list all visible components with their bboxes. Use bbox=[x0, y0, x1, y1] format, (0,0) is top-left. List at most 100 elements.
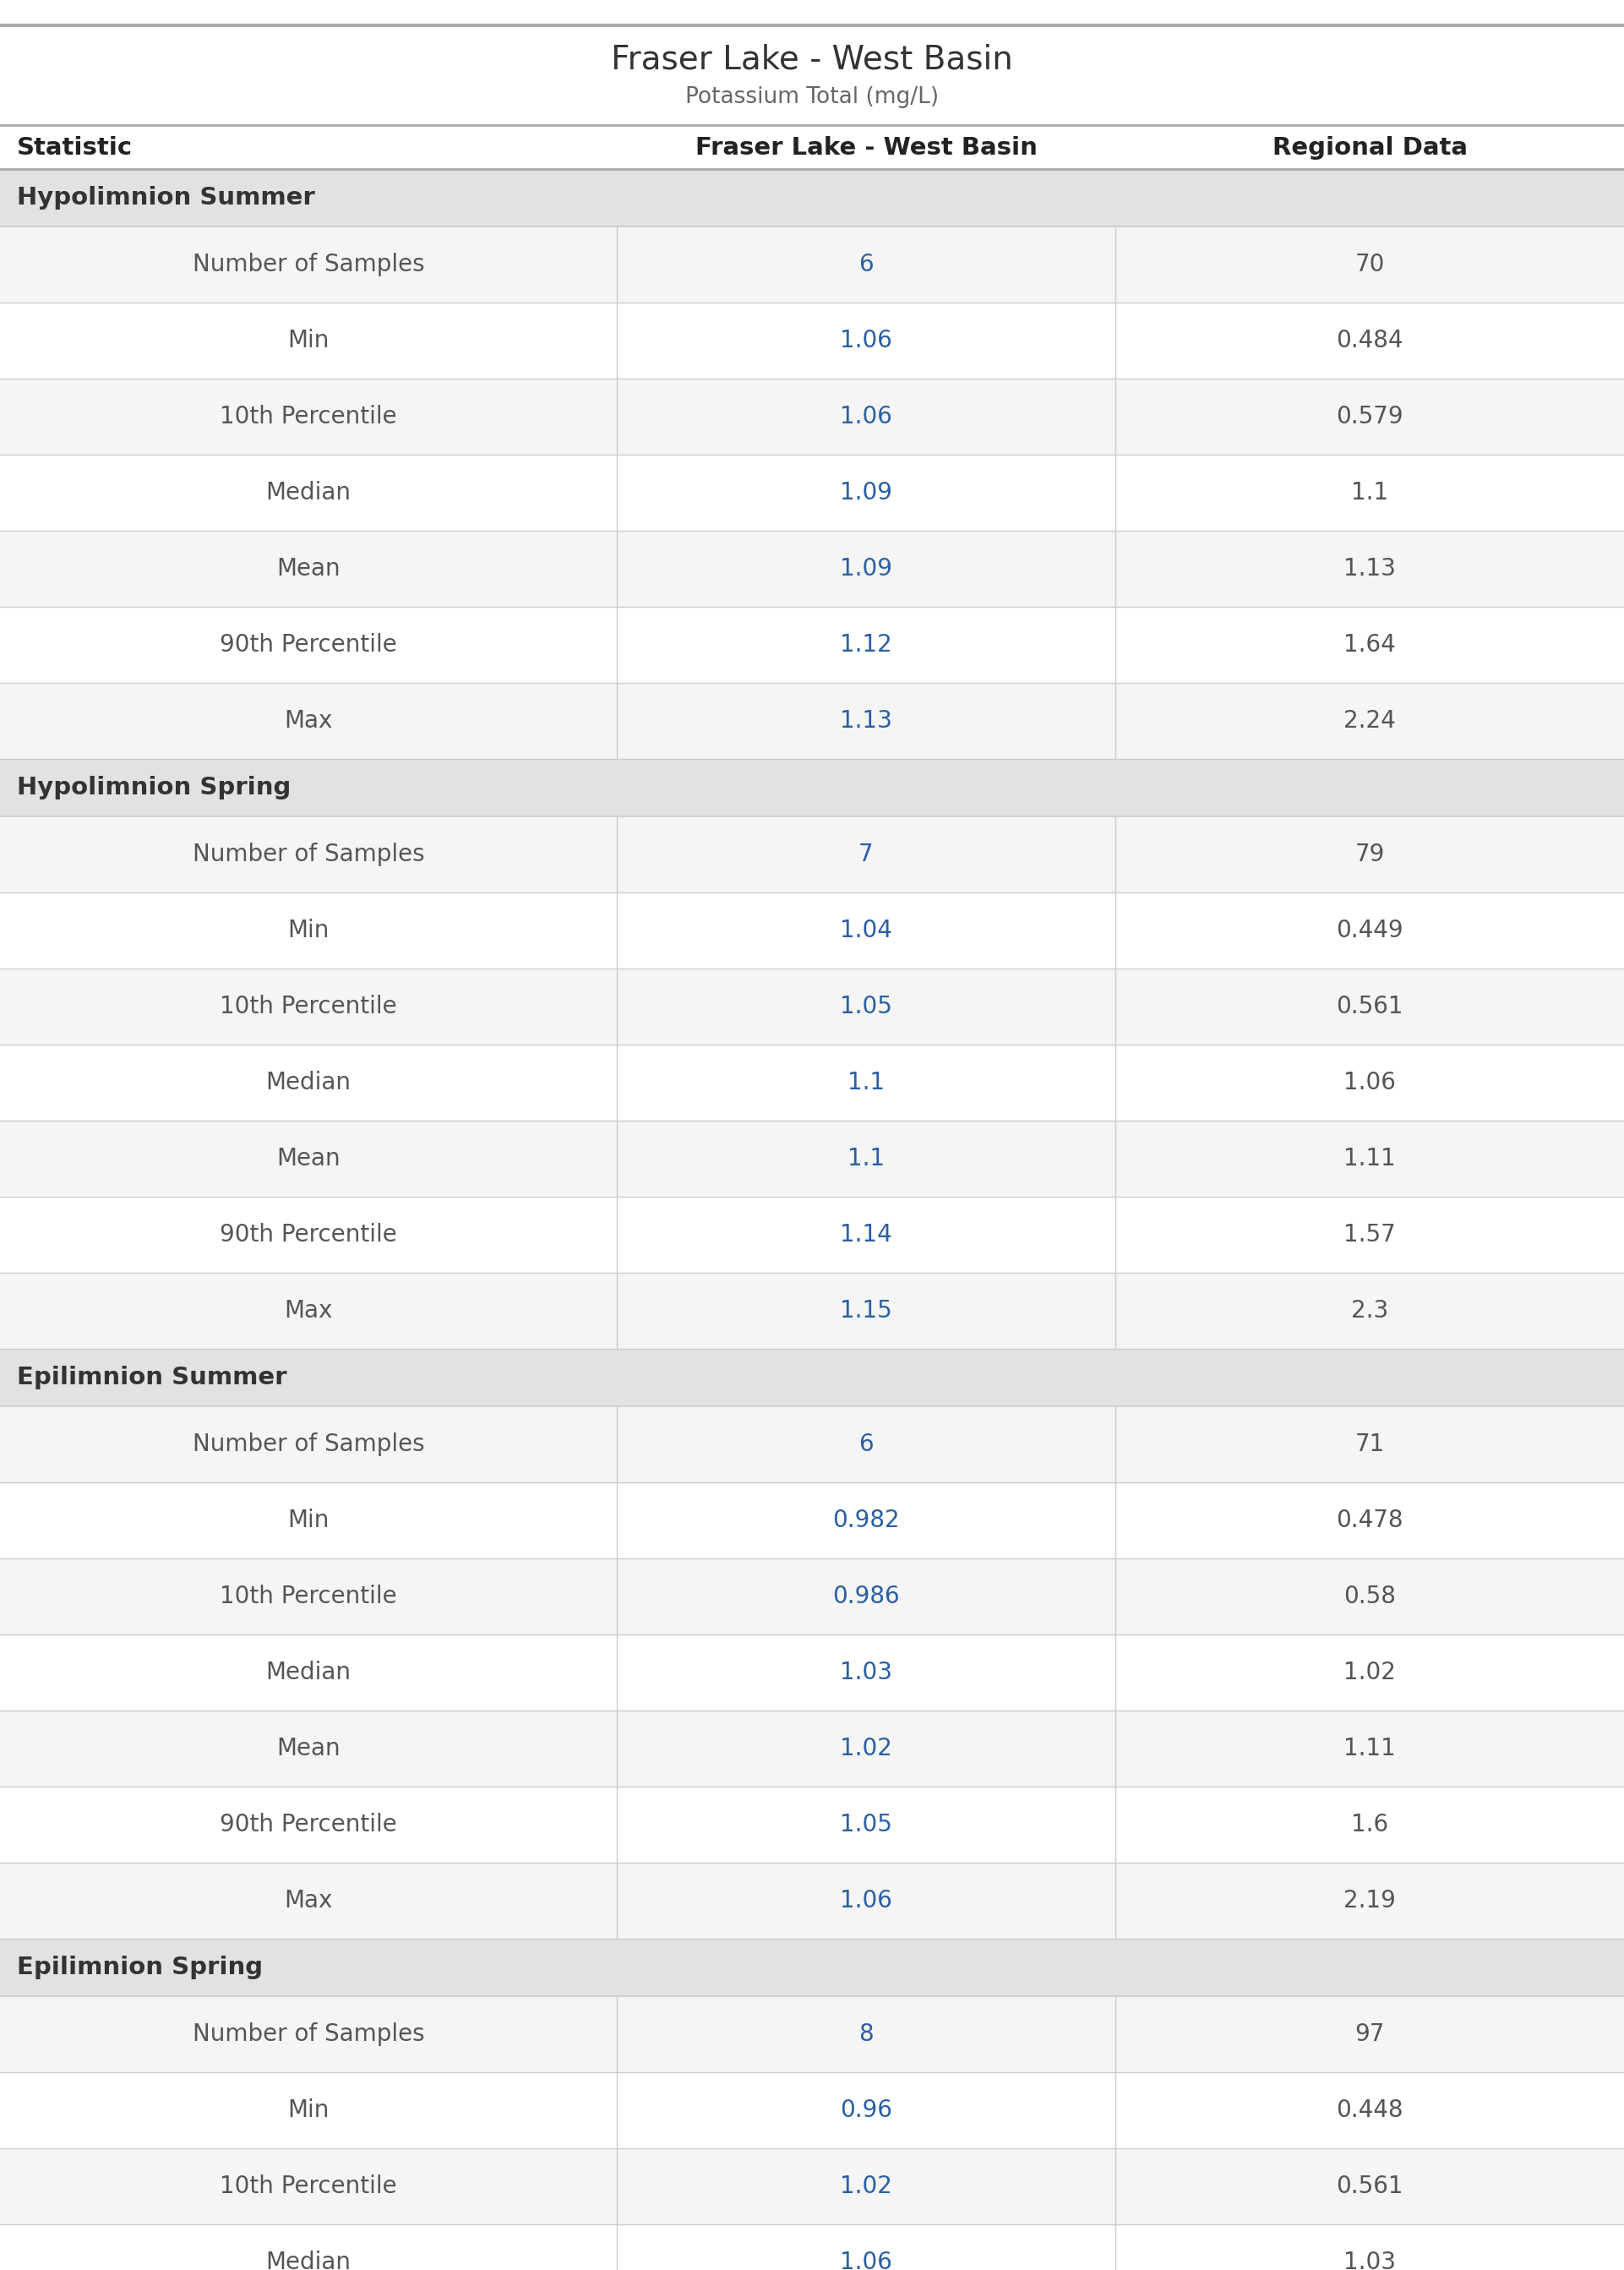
Bar bbox=[0, 969, 1624, 1044]
Text: 2.19: 2.19 bbox=[1343, 1889, 1395, 1914]
Text: Mean: Mean bbox=[276, 556, 341, 581]
Bar bbox=[0, 2225, 1624, 2270]
Text: 1.15: 1.15 bbox=[840, 1298, 892, 1323]
Bar bbox=[0, 1348, 1624, 1407]
Text: 1.1: 1.1 bbox=[1351, 481, 1389, 504]
Text: 0.449: 0.449 bbox=[1337, 919, 1403, 942]
Text: Epilimnion Spring: Epilimnion Spring bbox=[16, 1957, 263, 1979]
Text: 1.11: 1.11 bbox=[1343, 1146, 1395, 1171]
Text: 0.579: 0.579 bbox=[1337, 404, 1403, 429]
Text: 97: 97 bbox=[1354, 2023, 1385, 2045]
Text: 2.3: 2.3 bbox=[1351, 1298, 1389, 1323]
Text: 1.05: 1.05 bbox=[840, 994, 892, 1019]
Bar bbox=[0, 379, 1624, 454]
Bar bbox=[0, 454, 1624, 531]
Text: 90th Percentile: 90th Percentile bbox=[219, 1814, 396, 1836]
Text: 6: 6 bbox=[859, 1432, 874, 1455]
Bar bbox=[0, 683, 1624, 758]
Text: 1.14: 1.14 bbox=[840, 1224, 892, 1246]
Text: 2.24: 2.24 bbox=[1343, 708, 1395, 733]
Text: Mean: Mean bbox=[276, 1146, 341, 1171]
Text: 0.561: 0.561 bbox=[1337, 2175, 1403, 2197]
Text: Regional Data: Regional Data bbox=[1272, 136, 1466, 159]
Bar bbox=[0, 1196, 1624, 1273]
Text: 10th Percentile: 10th Percentile bbox=[219, 404, 396, 429]
Text: Number of Samples: Number of Samples bbox=[192, 842, 424, 867]
Bar bbox=[0, 1482, 1624, 1559]
Text: 0.58: 0.58 bbox=[1343, 1584, 1395, 1607]
Bar bbox=[0, 1634, 1624, 1712]
Text: Number of Samples: Number of Samples bbox=[192, 1432, 424, 1455]
Text: 1.09: 1.09 bbox=[840, 481, 892, 504]
Text: 6: 6 bbox=[859, 252, 874, 277]
Bar bbox=[0, 2147, 1624, 2225]
Bar bbox=[0, 1407, 1624, 1482]
Bar bbox=[0, 2073, 1624, 2147]
Bar bbox=[0, 1995, 1624, 2073]
Text: 1.1: 1.1 bbox=[848, 1071, 885, 1094]
Text: 1.02: 1.02 bbox=[840, 1737, 892, 1762]
Text: Hypolimnion Spring: Hypolimnion Spring bbox=[16, 776, 291, 799]
Text: 1.09: 1.09 bbox=[840, 556, 892, 581]
Bar bbox=[0, 302, 1624, 379]
Text: 10th Percentile: 10th Percentile bbox=[219, 994, 396, 1019]
Bar bbox=[0, 817, 1624, 892]
Text: 1.57: 1.57 bbox=[1343, 1224, 1395, 1246]
Text: 0.561: 0.561 bbox=[1337, 994, 1403, 1019]
Text: 90th Percentile: 90th Percentile bbox=[219, 1224, 396, 1246]
Bar bbox=[0, 168, 1624, 227]
Text: 0.448: 0.448 bbox=[1337, 2097, 1403, 2122]
Text: Median: Median bbox=[266, 1662, 351, 1684]
Text: 1.03: 1.03 bbox=[840, 1662, 892, 1684]
Text: 1.06: 1.06 bbox=[840, 404, 892, 429]
Text: Fraser Lake - West Basin: Fraser Lake - West Basin bbox=[695, 136, 1038, 159]
Text: 1.06: 1.06 bbox=[840, 329, 892, 352]
Text: 1.12: 1.12 bbox=[840, 633, 892, 656]
Text: Max: Max bbox=[284, 708, 333, 733]
Text: Hypolimnion Summer: Hypolimnion Summer bbox=[16, 186, 315, 209]
Text: Min: Min bbox=[287, 329, 330, 352]
Text: Potassium Total (mg/L): Potassium Total (mg/L) bbox=[685, 86, 939, 109]
Text: 8: 8 bbox=[859, 2023, 874, 2045]
Text: Max: Max bbox=[284, 1298, 333, 1323]
Text: 0.484: 0.484 bbox=[1337, 329, 1403, 352]
Text: Max: Max bbox=[284, 1889, 333, 1914]
Text: 1.05: 1.05 bbox=[840, 1814, 892, 1836]
Text: Number of Samples: Number of Samples bbox=[192, 252, 424, 277]
Text: 1.02: 1.02 bbox=[840, 2175, 892, 2197]
Text: 1.02: 1.02 bbox=[1343, 1662, 1395, 1684]
Bar bbox=[0, 1273, 1624, 1348]
Bar bbox=[0, 1712, 1624, 1786]
Text: Fraser Lake - West Basin: Fraser Lake - West Basin bbox=[611, 43, 1013, 75]
Text: 0.96: 0.96 bbox=[840, 2097, 892, 2122]
Bar bbox=[0, 1864, 1624, 1939]
Bar bbox=[0, 1121, 1624, 1196]
Text: 10th Percentile: 10th Percentile bbox=[219, 2175, 396, 2197]
Text: 90th Percentile: 90th Percentile bbox=[219, 633, 396, 656]
Text: 1.03: 1.03 bbox=[1343, 2250, 1397, 2270]
Bar bbox=[0, 892, 1624, 969]
Text: Number of Samples: Number of Samples bbox=[192, 2023, 424, 2045]
Text: Epilimnion Summer: Epilimnion Summer bbox=[16, 1367, 287, 1389]
Text: 1.06: 1.06 bbox=[1343, 1071, 1395, 1094]
Text: 1.06: 1.06 bbox=[840, 2250, 892, 2270]
Bar bbox=[0, 531, 1624, 606]
Text: 10th Percentile: 10th Percentile bbox=[219, 1584, 396, 1607]
Bar bbox=[0, 1044, 1624, 1121]
Text: Mean: Mean bbox=[276, 1737, 341, 1762]
Bar bbox=[0, 1559, 1624, 1634]
Text: 1.6: 1.6 bbox=[1351, 1814, 1389, 1836]
Text: Median: Median bbox=[266, 2250, 351, 2270]
Text: 70: 70 bbox=[1354, 252, 1385, 277]
Bar bbox=[0, 1786, 1624, 1864]
Text: 1.1: 1.1 bbox=[848, 1146, 885, 1171]
Bar bbox=[0, 758, 1624, 817]
Text: 0.982: 0.982 bbox=[833, 1510, 900, 1532]
Text: Median: Median bbox=[266, 481, 351, 504]
Text: Min: Min bbox=[287, 2097, 330, 2122]
Text: 1.04: 1.04 bbox=[840, 919, 892, 942]
Bar bbox=[0, 606, 1624, 683]
Text: 71: 71 bbox=[1354, 1432, 1385, 1455]
Bar bbox=[0, 1939, 1624, 1995]
Text: 1.06: 1.06 bbox=[840, 1889, 892, 1914]
